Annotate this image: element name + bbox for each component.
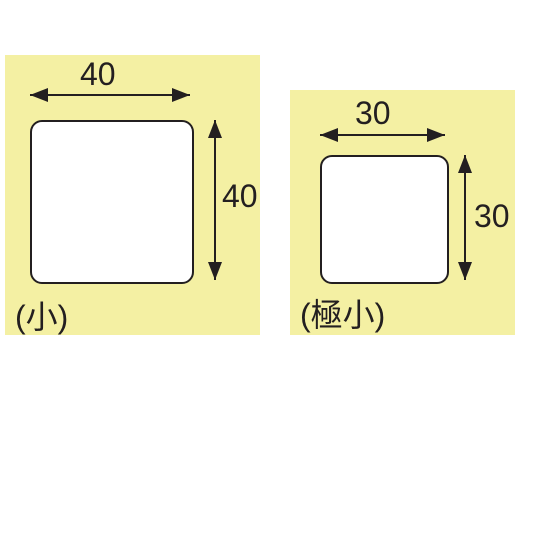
dim-width-xsmall: 30 [355,95,391,132]
square-extra-small [320,155,449,284]
dim-h-small [30,94,190,96]
square-small [30,120,194,284]
dim-width-small: 40 [80,56,116,93]
arrow-right-icon [427,128,445,142]
dim-height-small: 40 [222,178,258,215]
dim-v-small [214,120,216,280]
arrow-down-icon [458,262,472,280]
label-small: (小) [15,292,68,338]
dim-height-xsmall: 30 [474,198,510,235]
arrow-right-icon [172,88,190,102]
label-extra-small: (極小) [300,290,385,336]
arrow-left-icon [30,88,48,102]
arrow-up-icon [458,155,472,173]
arrow-up-icon [208,120,222,138]
arrow-left-icon [320,128,338,142]
arrow-down-icon [208,262,222,280]
